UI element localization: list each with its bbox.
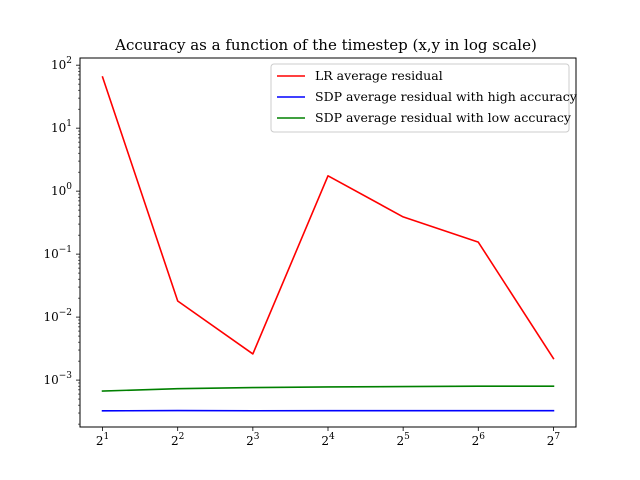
x-tick-label-0: 21 [96, 432, 109, 448]
y-tick-label-0: 10−3 [43, 371, 72, 387]
legend-box [270, 63, 570, 133]
x-tick-label-2: 23 [246, 432, 260, 448]
x-axis: 21 22 23 24 25 26 27 [96, 427, 561, 448]
series-line-2 [101, 385, 555, 392]
y-tick-label-3: 100 [51, 182, 72, 198]
y-tick-label-4: 101 [51, 119, 72, 135]
y-tick-label-1: 10−2 [43, 308, 72, 324]
y-tick-label-2: 10−1 [43, 245, 72, 261]
legend-label-1: SDP average residual with high accuracy [315, 89, 578, 104]
legend-label-0: LR average residual [315, 68, 443, 83]
x-tick-label-6: 27 [547, 432, 561, 448]
chart-title: Accuracy as a function of the timestep (… [114, 36, 537, 54]
x-tick-label-4: 25 [396, 432, 410, 448]
series-line-0 [101, 75, 555, 360]
x-tick-label-3: 24 [321, 432, 335, 448]
legend-label-2: SDP average residual with low accuracy [315, 110, 572, 125]
y-axis: 10−3 10−2 10−1 100 101 102 [43, 56, 80, 425]
x-tick-label-5: 26 [472, 432, 486, 448]
legend: LR average residual SDP average residual … [270, 63, 578, 133]
x-tick-label-1: 22 [171, 432, 184, 448]
plot-lines [101, 75, 555, 412]
y-tick-label-5: 102 [51, 56, 72, 72]
